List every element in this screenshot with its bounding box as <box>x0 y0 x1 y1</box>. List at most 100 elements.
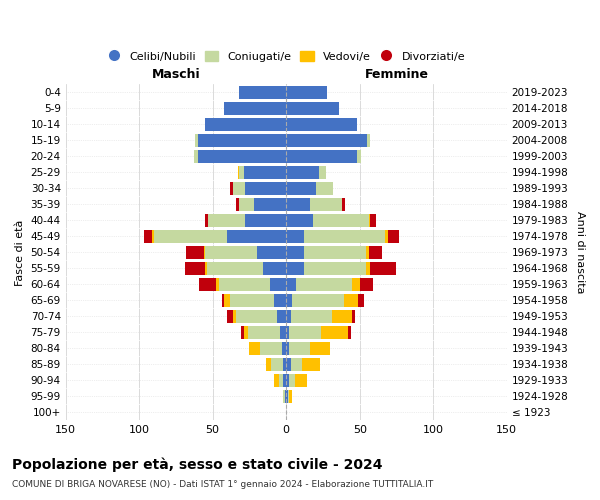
Bar <box>221 294 224 306</box>
Bar <box>286 246 304 258</box>
Bar <box>260 342 282 354</box>
Bar <box>236 198 239 211</box>
Bar <box>233 310 236 322</box>
Bar <box>224 294 230 306</box>
Bar <box>227 310 233 322</box>
Bar <box>286 390 287 402</box>
Bar <box>198 150 286 163</box>
Bar <box>239 166 244 179</box>
Bar <box>368 246 382 258</box>
Bar <box>290 358 302 370</box>
Text: Maschi: Maschi <box>152 68 200 82</box>
Bar <box>344 294 358 306</box>
Bar <box>245 214 286 226</box>
Bar <box>218 278 270 290</box>
Bar <box>295 374 307 386</box>
Bar <box>304 246 365 258</box>
Bar <box>316 182 333 195</box>
Text: COMUNE DI BRIGA NOVARESE (NO) - Dati ISTAT 1° gennaio 2024 - Elaborazione TUTTIT: COMUNE DI BRIGA NOVARESE (NO) - Dati IST… <box>12 480 433 489</box>
Bar <box>266 358 271 370</box>
Bar <box>286 134 367 147</box>
Bar <box>287 390 289 402</box>
Bar <box>286 278 296 290</box>
Bar <box>236 310 277 322</box>
Bar <box>254 198 286 211</box>
Bar <box>152 230 154 242</box>
Bar <box>279 374 283 386</box>
Bar <box>342 198 345 211</box>
Bar <box>185 262 205 274</box>
Bar <box>224 102 286 115</box>
Bar <box>352 310 355 322</box>
Bar <box>205 246 257 258</box>
Bar <box>368 214 370 226</box>
Bar <box>239 86 286 99</box>
Bar <box>286 374 289 386</box>
Text: Femmine: Femmine <box>364 68 428 82</box>
Bar <box>274 294 286 306</box>
Bar <box>280 326 286 338</box>
Bar <box>250 342 260 354</box>
Bar <box>143 230 152 242</box>
Bar <box>310 342 331 354</box>
Bar <box>296 278 352 290</box>
Bar <box>286 214 313 226</box>
Bar <box>204 246 205 258</box>
Bar <box>241 326 244 338</box>
Bar <box>286 342 289 354</box>
Bar <box>277 310 286 322</box>
Bar <box>322 326 348 338</box>
Bar <box>286 150 357 163</box>
Bar <box>286 294 292 306</box>
Bar <box>283 358 286 370</box>
Bar <box>370 262 397 274</box>
Bar <box>205 262 207 274</box>
Bar <box>332 310 352 322</box>
Bar <box>208 214 245 226</box>
Bar <box>285 390 286 402</box>
Bar <box>194 150 198 163</box>
Legend: Celibi/Nubili, Coniugati/e, Vedovi/e, Divorziati/e: Celibi/Nubili, Coniugati/e, Vedovi/e, Di… <box>103 46 469 66</box>
Bar <box>292 294 344 306</box>
Bar <box>207 262 263 274</box>
Bar <box>286 230 304 242</box>
Bar <box>239 198 254 211</box>
Bar <box>283 390 285 402</box>
Bar <box>195 134 198 147</box>
Bar <box>270 278 286 290</box>
Bar <box>238 166 239 179</box>
Bar <box>227 230 286 242</box>
Bar <box>310 198 342 211</box>
Bar <box>274 374 279 386</box>
Bar <box>233 182 245 195</box>
Bar <box>286 102 339 115</box>
Bar <box>302 358 320 370</box>
Bar <box>290 310 332 322</box>
Y-axis label: Fasce di età: Fasce di età <box>15 219 25 286</box>
Bar <box>257 246 286 258</box>
Bar <box>289 326 322 338</box>
Bar <box>263 262 286 274</box>
Bar <box>230 182 233 195</box>
Text: Popolazione per età, sesso e stato civile - 2024: Popolazione per età, sesso e stato civil… <box>12 458 383 472</box>
Bar <box>286 86 328 99</box>
Bar <box>244 166 286 179</box>
Bar <box>198 134 286 147</box>
Bar <box>283 374 286 386</box>
Bar <box>370 214 376 226</box>
Bar <box>230 294 274 306</box>
Bar <box>385 230 388 242</box>
Bar <box>388 230 400 242</box>
Bar <box>244 326 248 338</box>
Bar <box>367 134 370 147</box>
Bar <box>357 150 361 163</box>
Bar <box>271 358 283 370</box>
Bar <box>289 374 295 386</box>
Y-axis label: Anni di nascita: Anni di nascita <box>575 211 585 294</box>
Bar <box>286 262 304 274</box>
Bar <box>245 182 286 195</box>
Bar <box>304 230 385 242</box>
Bar <box>365 246 368 258</box>
Bar <box>289 342 310 354</box>
Bar <box>360 278 373 290</box>
